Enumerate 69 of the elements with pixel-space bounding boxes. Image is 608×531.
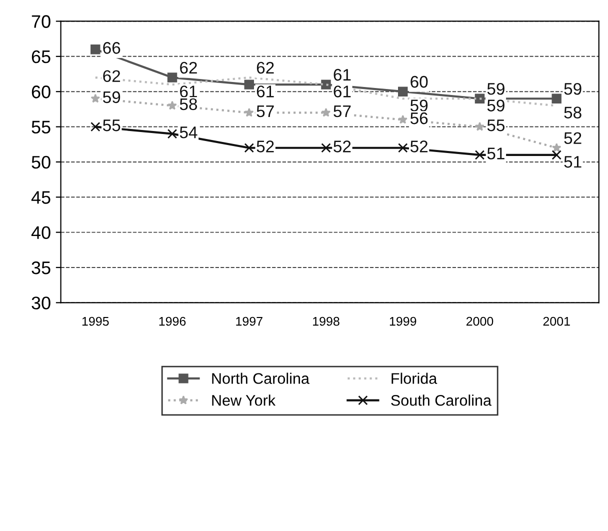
data-label: 51 [564,156,582,168]
legend-label: New York [212,394,276,406]
data-label: 56 [410,112,428,124]
data-label: 62 [180,62,197,74]
point [167,72,178,82]
data-label: 61 [256,86,274,98]
point [90,94,100,103]
data-label: 57 [256,106,274,118]
data-label: 61 [334,86,351,98]
point [167,128,178,139]
point [552,143,562,152]
data-label: 55 [103,120,120,132]
x-tick-label: 1998 [313,316,340,326]
data-label: 51 [487,148,504,160]
data-label: 55 [487,120,505,132]
data-label: 59 [564,82,582,95]
x-tick-label: 2000 [466,316,494,326]
data-label: 61 [334,68,351,81]
y-tick-label: 35 [32,261,50,274]
data-label: 57 [334,106,351,118]
data-label: 59 [103,91,120,104]
point [244,143,254,153]
data-label: 66 [103,42,120,54]
data-label: 58 [180,98,198,110]
legend-label: South Carolina [391,394,492,406]
data-label: 58 [564,106,582,118]
data-label: 52 [334,140,351,152]
point [474,94,485,104]
point [244,108,254,117]
point [168,100,177,110]
data-label: 54 [180,126,198,138]
x-tick-label: 2001 [543,316,570,326]
point [475,122,484,131]
point [474,150,485,160]
point [552,94,562,104]
point [552,150,562,160]
legend-label: Florida [392,372,438,384]
data-label: 61 [180,86,197,98]
point [321,143,331,153]
data-label: 62 [103,70,120,82]
point [244,80,254,90]
x-tick-label: 1999 [390,316,416,326]
data-label: 52 [564,132,582,144]
y-tick-label: 30 [32,296,50,310]
point [398,143,408,153]
legend-label: North Carolina [212,372,310,384]
y-tick-label: 50 [32,156,50,169]
point [321,80,331,90]
y-tick-label: 40 [31,226,50,240]
y-tick-label: 55 [32,120,50,134]
data-label: 59 [410,100,428,112]
point [398,114,408,124]
data-label: 62 [256,62,274,74]
y-tick-label: 45 [31,191,50,204]
data-label: 60 [410,76,428,88]
x-tick-label: 1996 [159,316,186,326]
x-tick-label: 1995 [82,316,109,326]
data-label: 52 [410,140,428,152]
y-tick-label: 65 [32,50,50,64]
y-tick-label: 60 [32,86,50,98]
y-tick-label: 70 [32,15,50,28]
point [398,86,408,96]
point [321,108,331,117]
data-label: 59 [487,82,504,95]
data-label: 59 [487,100,504,112]
point [90,122,100,132]
data-label: 52 [256,140,274,152]
point [90,44,100,54]
x-tick-label: 1997 [236,316,262,326]
